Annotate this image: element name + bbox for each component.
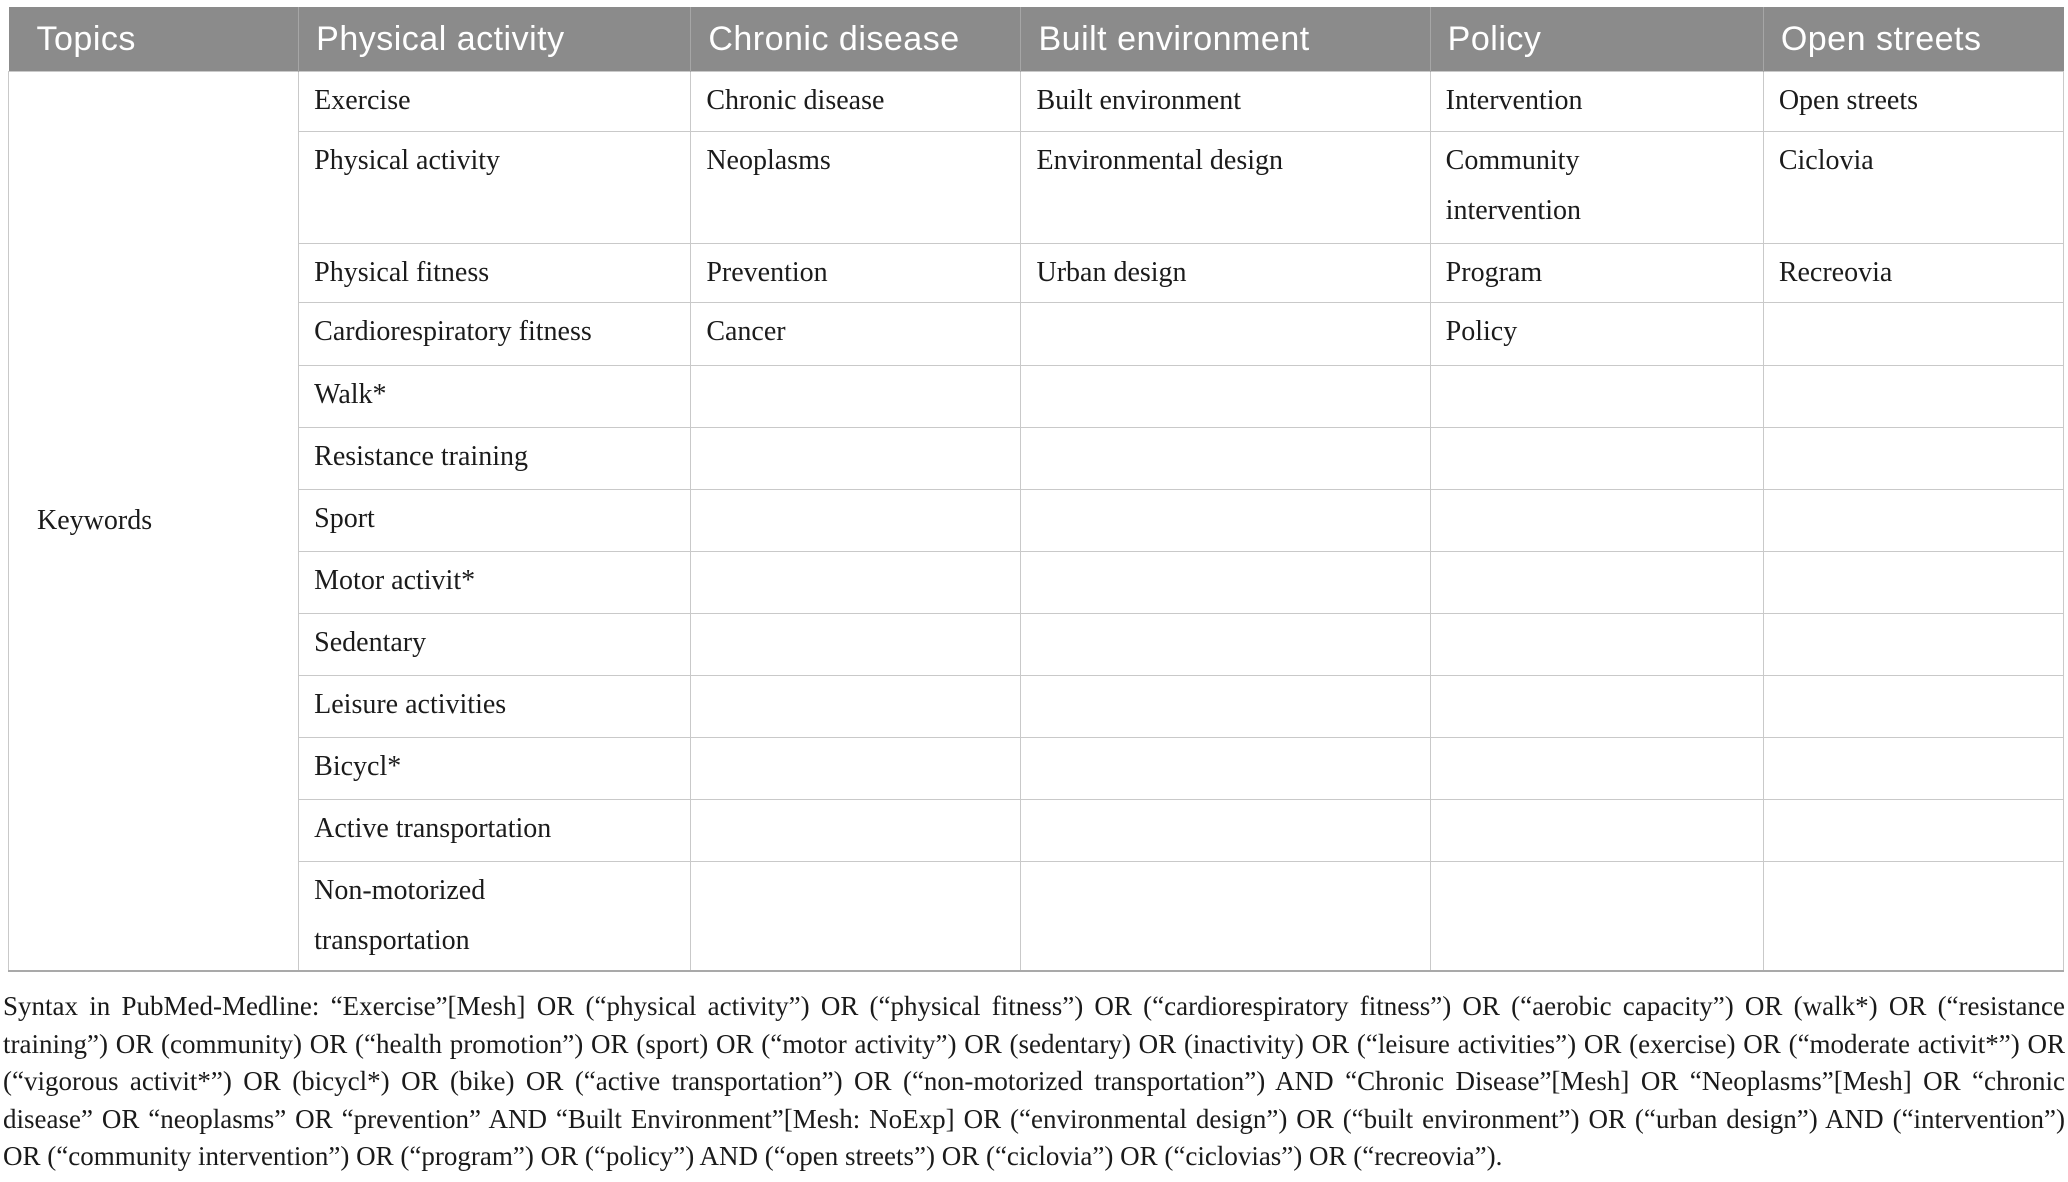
table-row: Physical fitness Prevention Urban design… [9,243,2065,303]
table-cell [1762,675,2065,738]
table-cell: Cardiorespiratory fitness [298,302,692,366]
syntax-note: Syntax in PubMed-Medline: “Exercise”[Mes… [3,991,2065,1172]
table-row: Sport [9,489,2065,552]
table-cell: Prevention [690,243,1022,303]
table-cell [1020,427,1431,490]
table-cell: Leisure activities [298,675,692,738]
table-cell [1020,551,1431,614]
table-cell: Bicycl* [298,737,692,800]
table-cell [1762,489,2065,552]
table-cell [1762,799,2065,862]
page: Topics Physical activity Chronic disease… [0,7,2068,1182]
table-cell [1762,861,2065,972]
table-cell [1762,737,2065,800]
table-row: Non-motorized transportation [9,861,2065,972]
table-cell [1020,613,1431,676]
table-row: Cardiorespiratory fitness Cancer Policy [9,302,2065,366]
table-row: Resistance training [9,427,2065,490]
table-cell [1020,365,1431,428]
table-cell [1762,365,2065,428]
column-header-topics: Topics [8,7,299,72]
table-cell [1429,427,1764,490]
keywords-label-cell: Keywords [7,71,300,972]
table-cell [690,861,1022,972]
search-strategy-table: Topics Physical activity Chronic disease… [7,7,2065,972]
table-cell: Non-motorized transportation [298,861,692,972]
table-cell [1429,489,1764,552]
header-row: Topics Physical activity Chronic disease… [8,7,2064,72]
table-cell: Recreovia [1762,243,2065,303]
table-cell [690,799,1022,862]
column-header-physical-activity: Physical activity [298,7,691,72]
column-header-policy: Policy [1429,7,1764,72]
table-cell: Cancer [690,302,1022,366]
table-cell: Resistance training [298,427,692,490]
table-cell: Intervention [1429,71,1764,132]
column-header-built-environment: Built environment [1020,7,1431,72]
table-cell: Sedentary [298,613,692,676]
table-cell [690,551,1022,614]
table-cell [1020,737,1431,800]
table-cell [1020,799,1431,862]
table-row: Motor activit* [9,551,2065,614]
table-cell: Urban design [1020,243,1431,303]
table-row: Leisure activities [9,675,2065,738]
column-header-open-streets: Open streets [1762,7,2064,72]
table-cell [1429,613,1764,676]
table-row: Bicycl* [9,737,2065,800]
table-row: Sedentary [9,613,2065,676]
table-cell: Physical fitness [298,243,692,303]
column-header-chronic-disease: Chronic disease [690,7,1021,72]
table-cell: Ciclovia [1762,131,2065,244]
table-cell: Walk* [298,365,692,428]
table-row: Active transportation [9,799,2065,862]
table-cell [1762,551,2065,614]
table-cell [690,737,1022,800]
table-cell: Exercise [298,71,692,132]
table-cell: Physical activity [298,131,692,244]
table-cell: Program [1429,243,1764,303]
table-cell [1020,861,1431,972]
table-cell [690,613,1022,676]
table-cell [1429,675,1764,738]
table-cell [1429,365,1764,428]
table-cell: Motor activit* [298,551,692,614]
table-cell: Built environment [1020,71,1431,132]
table-cell: Policy [1429,302,1764,366]
table-cell [690,365,1022,428]
table-cell [1762,427,2065,490]
table-cell [1020,302,1431,366]
table-cell: Sport [298,489,692,552]
table-cell [690,427,1022,490]
table-cell: Community intervention [1429,131,1764,244]
table-cell: Open streets [1762,71,2065,132]
table-row: Physical activity Neoplasms Environmenta… [9,131,2065,244]
table-cell [1762,613,2065,676]
table-cell [690,489,1022,552]
table-cell [1429,861,1764,972]
table-row: Keywords Exercise Chronic disease Built … [7,71,2065,972]
table-cell [1429,551,1764,614]
table-cell: Environmental design [1020,131,1431,244]
table-cell [690,675,1022,738]
table-cell: Neoplasms [690,131,1022,244]
table-row: Walk* [9,365,2065,428]
table-cell [1429,737,1764,800]
table-cell [1762,302,2065,366]
table-cell [1020,675,1431,738]
table-cell: Active transportation [298,799,692,862]
table-cell [1429,799,1764,862]
table-cell: Chronic disease [690,71,1022,132]
table-cell [1020,489,1431,552]
